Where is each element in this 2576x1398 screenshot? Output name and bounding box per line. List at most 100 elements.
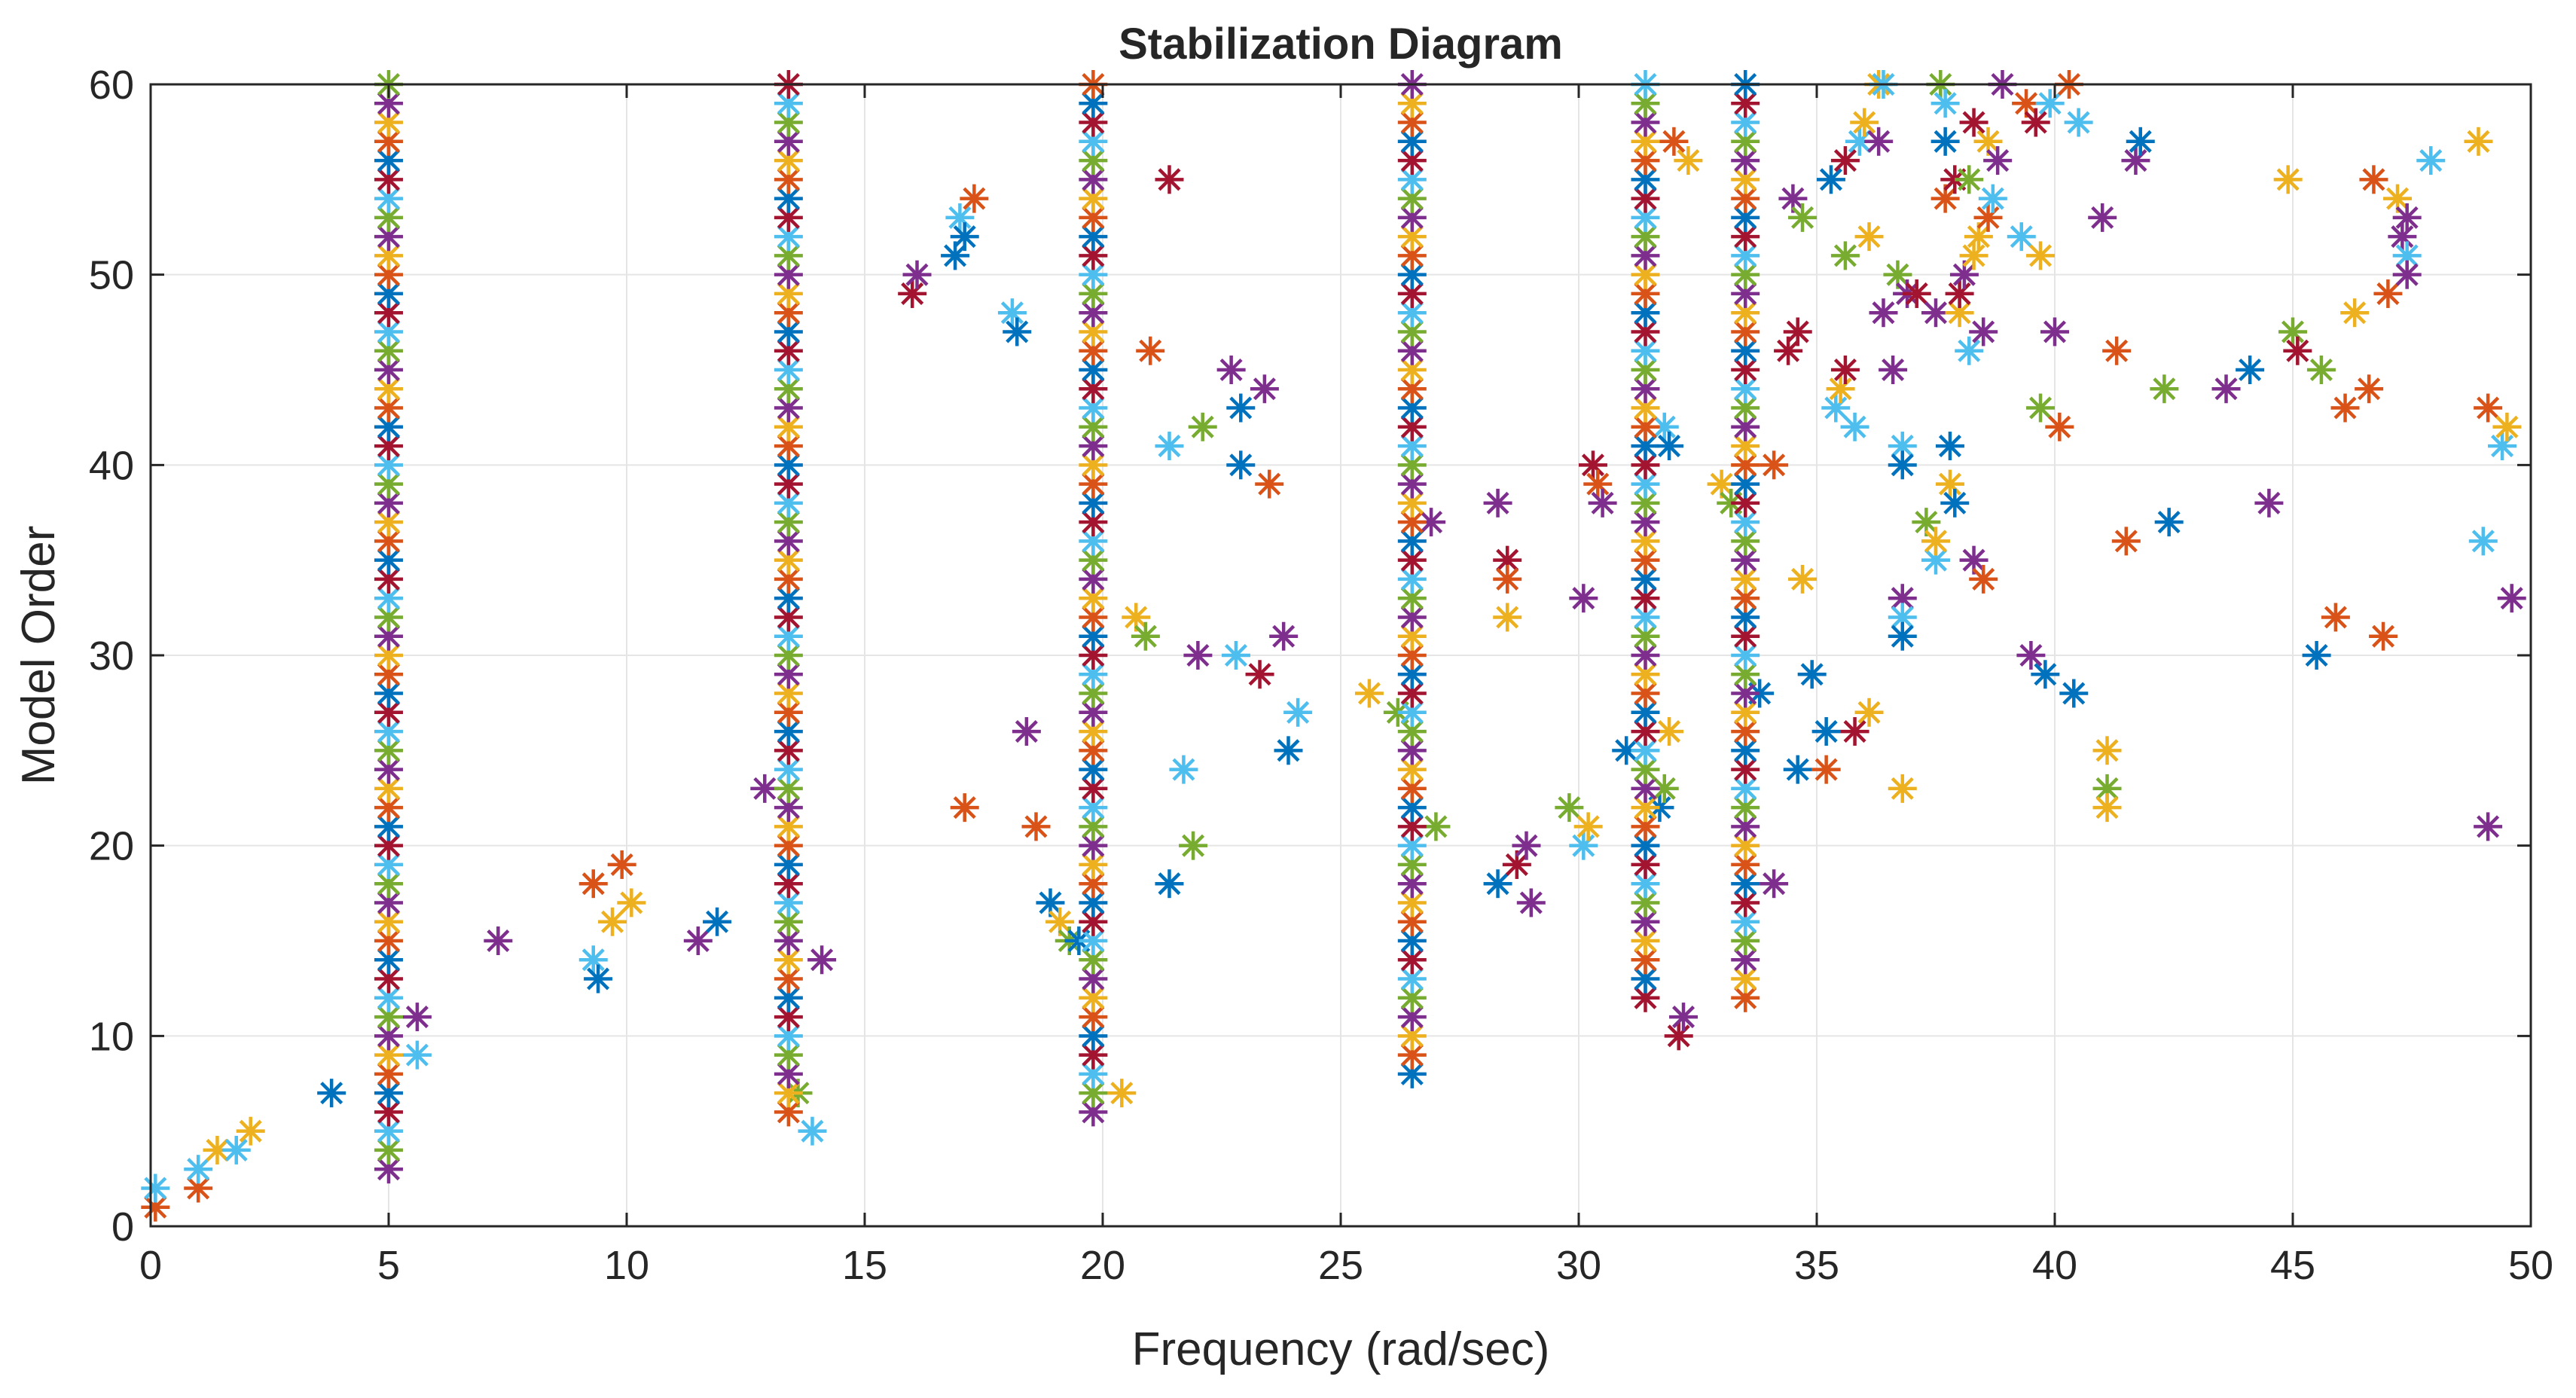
data-point [1573,812,1603,841]
data-point [1283,697,1313,727]
data-point [1397,165,1427,194]
data-point [1669,1003,1699,1032]
data-point [1079,184,1108,213]
data-point [1664,1021,1693,1051]
data-point [1397,356,1427,384]
data-point [2373,279,2403,308]
data-point [578,945,608,975]
data-point [774,222,803,252]
data-point [1631,545,1660,575]
y-tick-label: 0 [111,1204,134,1250]
data-point [1959,241,1988,270]
data-point [1731,945,1760,975]
data-point [1731,527,1760,556]
data-point [1493,564,1522,594]
data-point [1021,812,1051,841]
data-point [578,869,608,899]
data-point [1783,317,1812,346]
data-point [1830,356,1860,384]
data-points [141,70,2526,1222]
data-point [374,603,403,632]
data-point [374,184,403,213]
data-point [617,888,646,917]
data-point [1650,412,1679,441]
data-point [1631,469,1660,499]
data-point [1079,508,1108,537]
data-point [1731,697,1760,727]
data-point [1788,203,1818,232]
data-point [1969,564,1998,594]
data-point [1973,127,2003,156]
data-point [1888,774,1917,803]
data-point [1830,241,1860,270]
data-point [1935,469,1964,499]
data-point [141,1192,170,1222]
data-point [774,717,803,746]
data-point [1854,222,1884,252]
data-point [1631,697,1660,727]
data-point [1631,584,1660,613]
data-point [1155,165,1184,194]
data-point [1079,165,1108,194]
x-axis-label: Frequency (rad/sec) [1132,1323,1550,1375]
data-point [374,108,403,137]
data-point [1731,488,1760,517]
data-point [1902,279,1931,308]
data-point [1079,793,1108,823]
data-point [221,1135,251,1164]
data-point [1397,450,1427,480]
data-point [1397,697,1427,727]
data-point [1578,450,1607,480]
data-point [1888,621,1917,651]
data-point [1945,279,1974,308]
data-point [774,298,803,328]
data-point [1122,603,1151,632]
data-point [1221,641,1250,670]
data-point [1797,660,1827,689]
data-point [374,774,403,803]
data-point [374,907,403,936]
data-point [1631,508,1660,537]
data-point [374,1116,403,1146]
data-point [2154,508,2184,537]
data-point [1760,869,1789,899]
x-tick-label: 35 [1794,1243,1839,1288]
data-point [374,222,403,252]
data-point [1930,89,1960,118]
data-point [997,298,1027,328]
data-point [1012,717,1041,746]
data-point [1631,717,1660,746]
data-point [774,831,803,860]
data-point [2026,241,2056,270]
data-point [1879,356,1908,384]
data-point [2088,203,2117,232]
data-point [2278,317,2307,346]
data-point [2388,222,2417,252]
y-tick-label: 20 [89,824,134,869]
data-point [798,1116,827,1146]
data-point [1811,717,1841,746]
data-point [774,393,803,423]
data-point [2045,412,2074,441]
data-point [1155,869,1184,899]
data-point [1079,469,1108,499]
data-point [317,1079,346,1108]
data-point [774,184,803,213]
data-point [1079,1097,1108,1127]
data-point [1583,469,1613,499]
data-point [1397,964,1427,994]
data-point [774,432,803,461]
data-point [1397,926,1427,955]
data-point [1397,831,1427,860]
data-point [374,1040,403,1070]
data-point [1483,488,1512,517]
data-point [1397,374,1427,404]
data-point [774,1097,803,1127]
data-point [402,1003,432,1032]
y-tick-label: 60 [89,63,134,108]
data-point [1397,279,1427,308]
data-point [1079,679,1108,708]
x-tick-label: 0 [139,1243,162,1288]
data-point [1179,831,1208,860]
